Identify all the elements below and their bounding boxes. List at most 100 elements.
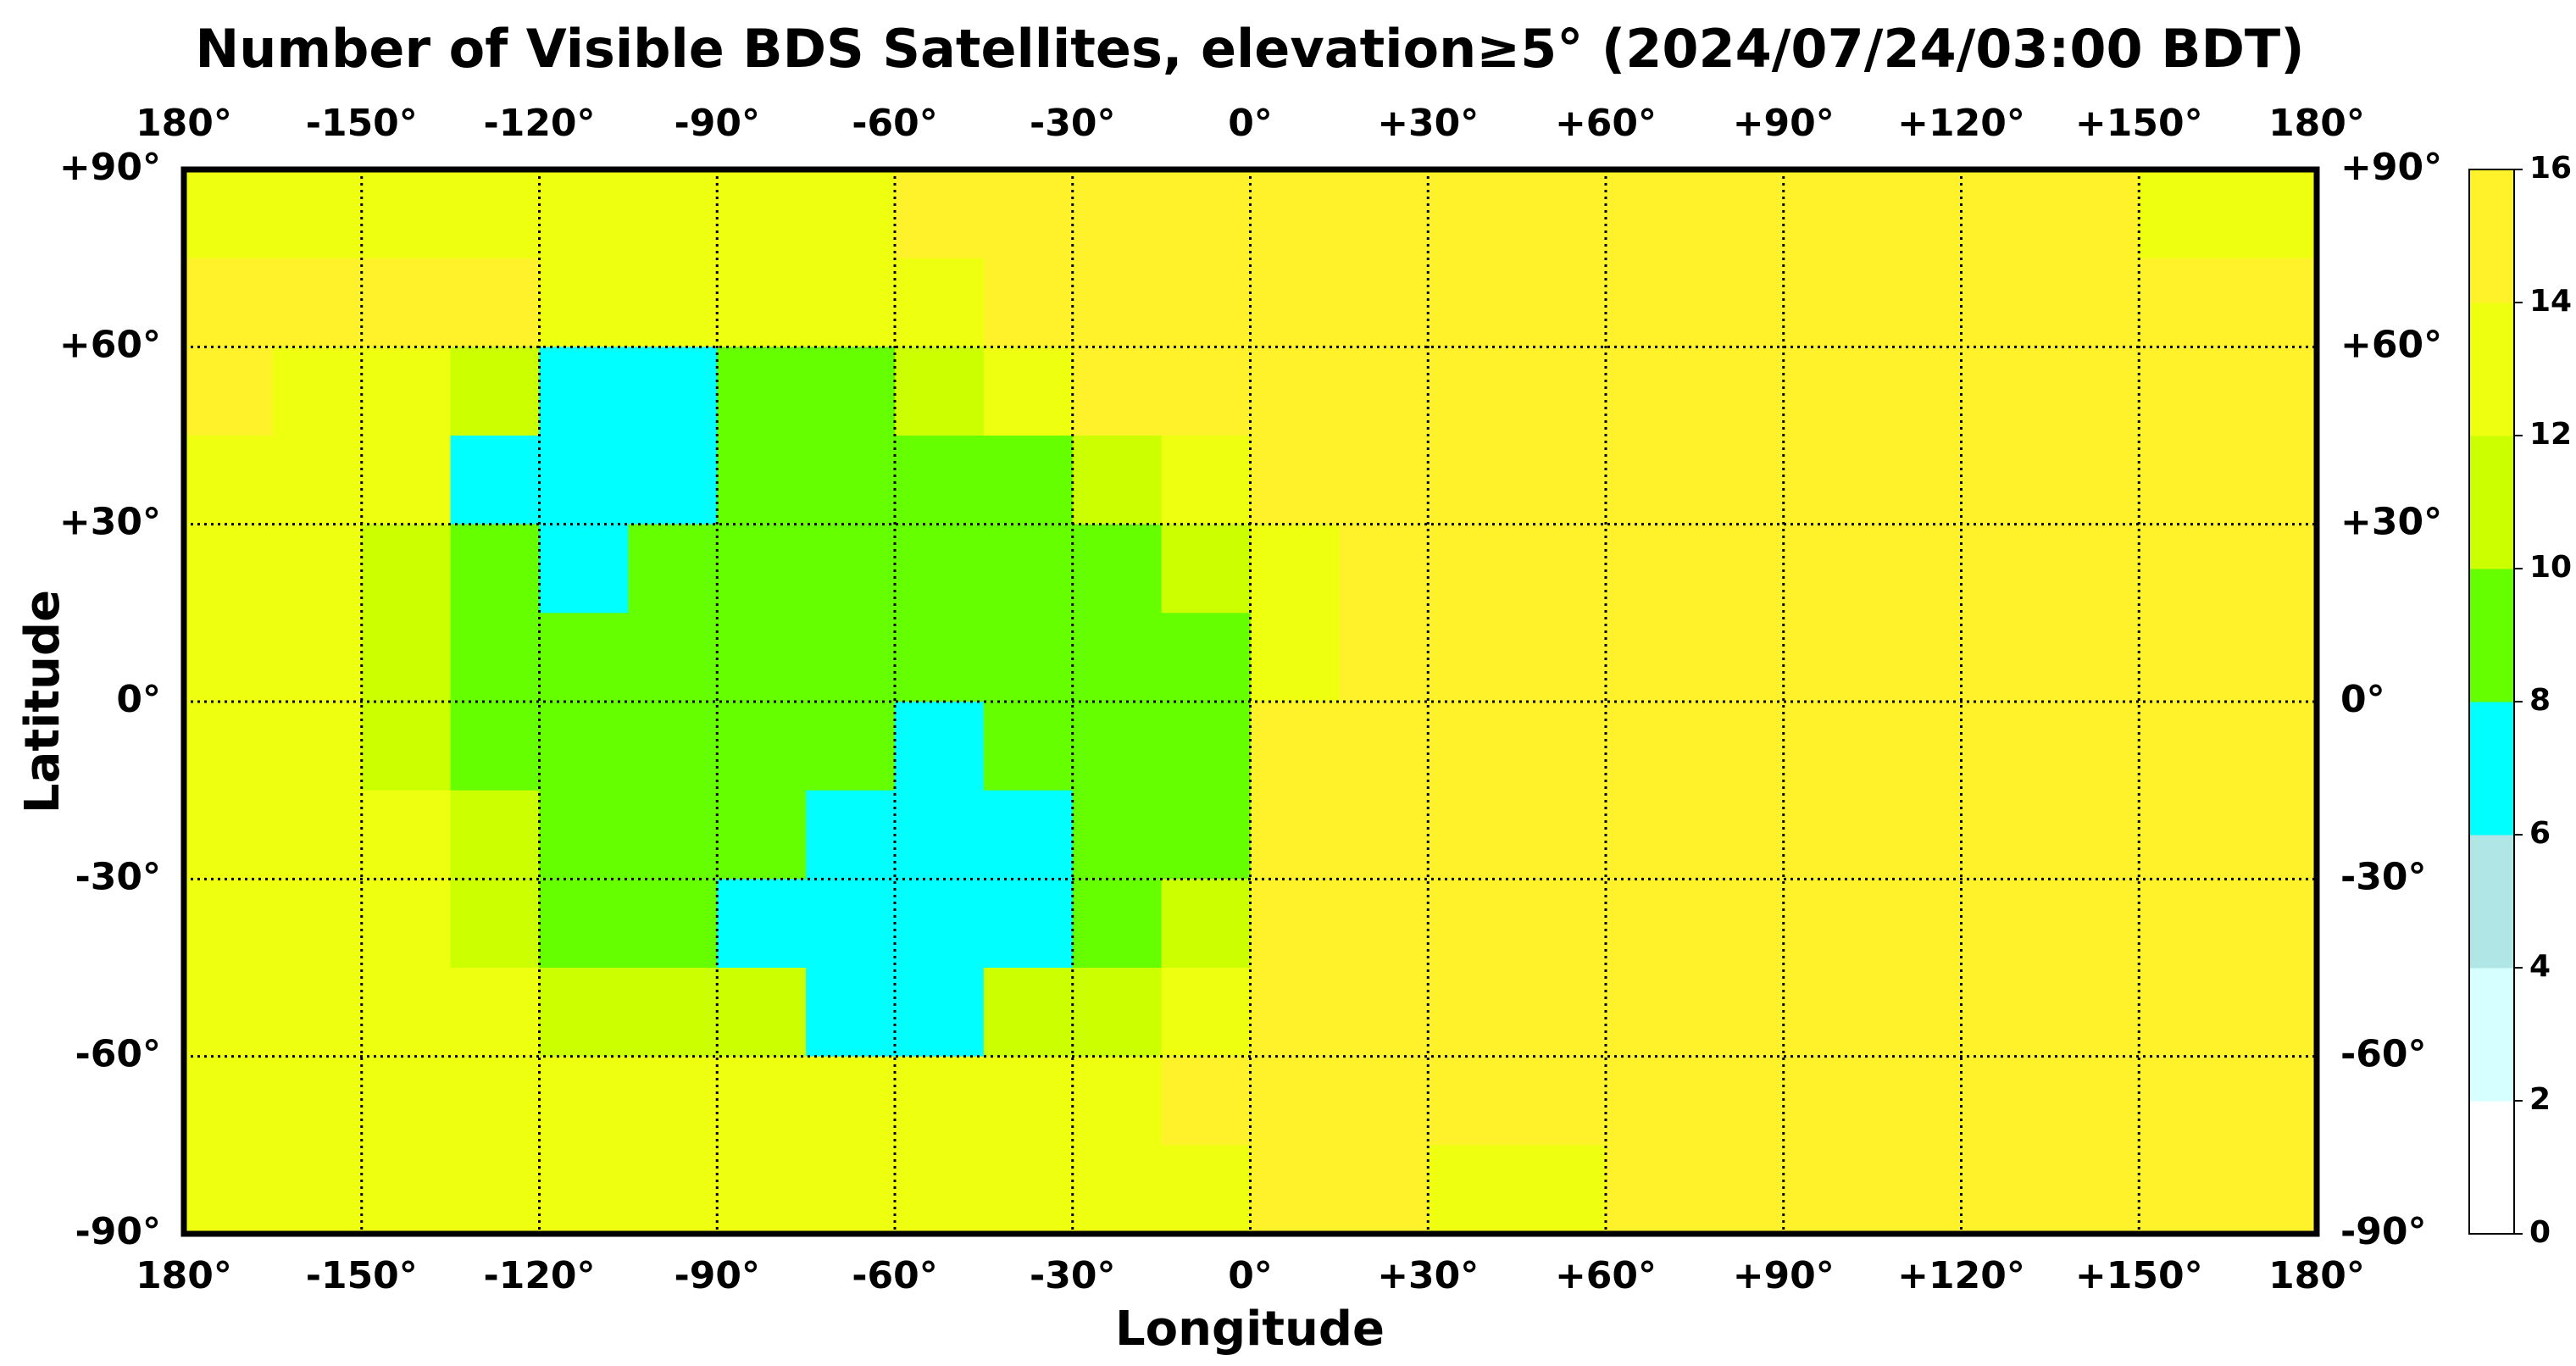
field-cell: [1072, 524, 1163, 614]
colorbar-segment: [2469, 436, 2514, 569]
field-cell: [983, 258, 1074, 347]
field-cell: [1339, 347, 1429, 436]
colorbar-tick-label: 12: [2529, 417, 2572, 452]
field-cell: [983, 347, 1074, 436]
field-cell: [1872, 702, 1962, 791]
field-cell: [450, 436, 540, 525]
field-cell: [717, 169, 807, 259]
x-tick-label: -150°: [306, 1254, 418, 1297]
field-cell: [1783, 613, 1874, 702]
field-cell: [806, 613, 896, 702]
field-cell: [895, 169, 985, 259]
field-cell: [1250, 702, 1340, 791]
x-tick-label: -30°: [1030, 1254, 1116, 1297]
field-cell: [1517, 436, 1607, 525]
field-cell: [1161, 879, 1251, 969]
field-cell: [2050, 702, 2140, 791]
field-cell: [361, 1056, 452, 1146]
field-cell: [1250, 790, 1340, 880]
field-cell: [1428, 524, 1518, 614]
field-cell: [184, 879, 274, 969]
field-cell: [1606, 169, 1696, 259]
x-axis-label: Longitude: [1115, 1302, 1385, 1357]
field-cell: [1072, 613, 1163, 702]
field-cell: [2139, 879, 2229, 969]
field-cell: [1783, 1056, 1874, 1146]
field-cell: [1606, 968, 1696, 1058]
field-cell: [1694, 524, 1785, 614]
field-cell: [1339, 968, 1429, 1058]
field-cell: [1694, 258, 1785, 347]
field-cell: [628, 169, 718, 259]
x-tick-label: -30°: [1030, 102, 1116, 145]
field-cell: [895, 347, 985, 436]
field-cell: [717, 790, 807, 880]
field-cell: [450, 524, 540, 614]
field-cell: [2050, 1145, 2140, 1235]
field-cell: [1517, 968, 1607, 1058]
field-cell: [717, 1056, 807, 1146]
y-tick-label: +90°: [59, 146, 161, 189]
field-cell: [2228, 1145, 2318, 1235]
field-cell: [1517, 613, 1607, 702]
field-cell: [1072, 1056, 1163, 1146]
field-cell: [2050, 524, 2140, 614]
field-cell: [806, 169, 896, 259]
field-cell: [1161, 347, 1251, 436]
field-cell: [1961, 702, 2051, 791]
colorbar-tick-label: 16: [2529, 151, 2572, 186]
field-cell: [1072, 1145, 1163, 1235]
field-cell: [895, 1056, 985, 1146]
field-cell: [1606, 1056, 1696, 1146]
field-cell: [1961, 524, 2051, 614]
colorbar-tick-label: 0: [2529, 1215, 2551, 1250]
field-cell: [1072, 169, 1163, 259]
colorbar-tick-label: 10: [2529, 550, 2572, 585]
field-cell: [1250, 169, 1340, 259]
field-cell: [1517, 524, 1607, 614]
field-cell: [2139, 524, 2229, 614]
field-cell: [1517, 1056, 1607, 1146]
field-cell: [1072, 347, 1163, 436]
field-cell: [1783, 436, 1874, 525]
x-tick-label: +30°: [1377, 1254, 1479, 1297]
field-cell: [717, 879, 807, 969]
field-cell: [184, 1145, 274, 1235]
field-cell: [1339, 524, 1429, 614]
field-cell: [1783, 524, 1874, 614]
field-cell: [1428, 436, 1518, 525]
field-cell: [361, 879, 452, 969]
field-cell: [628, 790, 718, 880]
field-cell: [895, 524, 985, 614]
colorbar-tick-label: 2: [2529, 1082, 2551, 1117]
field-cell: [2139, 613, 2229, 702]
field-cell: [1517, 258, 1607, 347]
field-cell: [450, 258, 540, 347]
field-cell: [361, 702, 452, 791]
field-cell: [450, 1145, 540, 1235]
x-tick-label: -150°: [306, 102, 418, 145]
field-cell: [539, 790, 629, 880]
field-cell: [1250, 1145, 1340, 1235]
field-cell: [1961, 347, 2051, 436]
field-cell: [450, 702, 540, 791]
field-cell: [1161, 1145, 1251, 1235]
field-cell: [806, 790, 896, 880]
field-cell: [1161, 436, 1251, 525]
field-cell: [2139, 1056, 2229, 1146]
x-tick-label: +90°: [1733, 102, 1835, 145]
field-cell: [628, 702, 718, 791]
field-cell: [361, 968, 452, 1058]
field-cell: [272, 790, 363, 880]
field-cell: [628, 1145, 718, 1235]
field-cell: [2228, 968, 2318, 1058]
field-cell: [2139, 1145, 2229, 1235]
field-cell: [1961, 436, 2051, 525]
y-tick-label: 0°: [116, 678, 161, 721]
field-cell: [1872, 1145, 1962, 1235]
field-cell: [1428, 1145, 1518, 1235]
field-cell: [539, 436, 629, 525]
field-cell: [806, 524, 896, 614]
field-cell: [1339, 1056, 1429, 1146]
field-cell: [1694, 879, 1785, 969]
